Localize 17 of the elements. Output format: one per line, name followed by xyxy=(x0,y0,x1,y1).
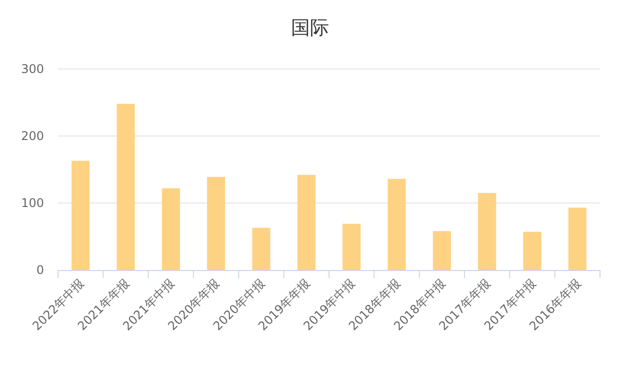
y-tick-label: 0 xyxy=(36,263,44,277)
bar xyxy=(207,176,226,270)
chart-title: 国际 xyxy=(291,17,329,39)
bar xyxy=(342,224,361,270)
bar xyxy=(116,104,135,270)
bar xyxy=(478,192,496,270)
bar xyxy=(297,174,316,270)
bar xyxy=(252,228,270,270)
bar xyxy=(432,231,451,270)
y-tick-label: 100 xyxy=(21,196,44,210)
bar xyxy=(72,160,90,270)
bar xyxy=(523,232,542,270)
bar xyxy=(388,178,406,270)
y-tick-label: 200 xyxy=(21,129,44,143)
bar xyxy=(568,208,586,270)
bar xyxy=(162,188,180,270)
y-tick-label: 300 xyxy=(21,62,44,76)
